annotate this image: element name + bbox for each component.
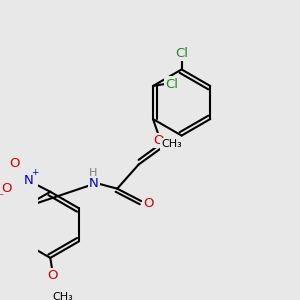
- Text: O: O: [2, 182, 12, 195]
- Text: N: N: [24, 174, 34, 187]
- Text: CH₃: CH₃: [52, 292, 73, 300]
- Text: +: +: [31, 168, 38, 177]
- Text: O: O: [154, 134, 164, 147]
- Text: CH₃: CH₃: [161, 139, 182, 149]
- Text: O: O: [47, 269, 58, 282]
- Text: N: N: [89, 178, 99, 190]
- Text: Cl: Cl: [165, 77, 178, 91]
- Text: H: H: [89, 168, 97, 178]
- Text: O: O: [9, 157, 20, 170]
- Text: Cl: Cl: [175, 46, 188, 60]
- Text: ⁻: ⁻: [0, 191, 3, 204]
- Text: O: O: [143, 196, 154, 210]
